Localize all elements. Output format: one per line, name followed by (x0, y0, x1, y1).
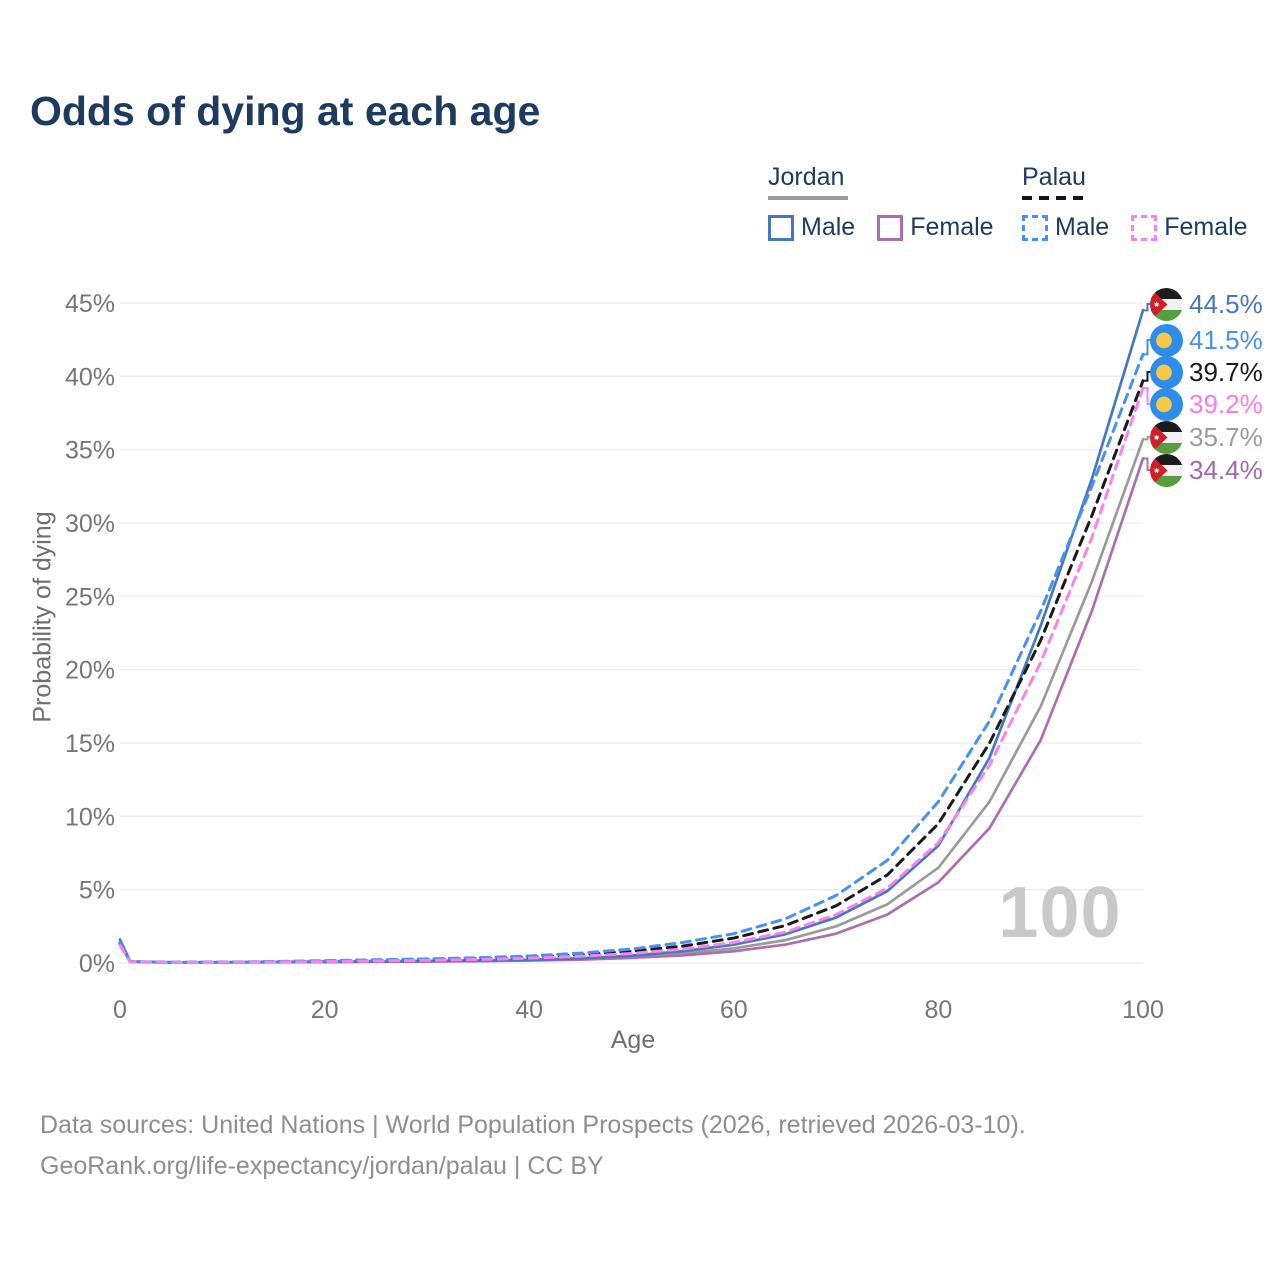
y-tick-label: 20% (65, 657, 115, 685)
y-tick-label: 15% (65, 730, 115, 758)
x-axis-title: Age (610, 1026, 656, 1054)
end-label-row: 34.4% (1150, 453, 1263, 487)
legend-label-jordan-male[interactable]: Male (801, 213, 856, 241)
palau-flag-icon (1150, 355, 1183, 389)
end-value: 41.5% (1189, 324, 1263, 355)
x-tick-label: 60 (720, 996, 748, 1024)
jordan-flag-icon (1150, 453, 1183, 487)
end-label-row: 39.7% (1150, 355, 1263, 389)
legend-label-palau-female[interactable]: Female (1164, 213, 1248, 241)
series-line-jordan-both (118, 438, 1145, 964)
end-label-row: 44.5% (1150, 287, 1263, 321)
data-source-line: Data sources: United Nations | World Pop… (40, 1111, 1026, 1139)
leader-line (1143, 339, 1152, 356)
legend-country-palau[interactable]: Palau (1022, 163, 1086, 191)
legend-label-jordan-female[interactable]: Female (910, 213, 994, 241)
y-tick-label: 25% (65, 583, 115, 611)
series-line-palau-male (118, 352, 1145, 964)
legend-group-jordan: Jordan Male Female (768, 163, 1016, 242)
source-attribution: Data sources: United Nations | World Pop… (40, 1105, 1026, 1187)
palau-flag-icon (1150, 387, 1183, 421)
y-tick-label: 30% (65, 510, 115, 538)
page-title: Odds of dying at each age (30, 88, 541, 134)
jordan-flag-icon (1150, 287, 1183, 321)
y-tick-label: 35% (65, 437, 115, 465)
legend-swatch-jordan-female[interactable] (877, 214, 904, 241)
legend-label-palau-male[interactable]: Male (1055, 213, 1110, 241)
y-tick-label: 40% (65, 363, 115, 391)
legend-underline-palau (1022, 196, 1084, 200)
end-label-row: 41.5% (1150, 323, 1263, 357)
leader-line (1143, 457, 1152, 471)
age-watermark: 100 (998, 873, 1122, 953)
y-tick-label: 0% (79, 950, 115, 978)
y-tick-label: 45% (65, 290, 115, 318)
end-value: 39.2% (1189, 388, 1263, 419)
end-label-row: 39.2% (1150, 387, 1263, 421)
end-value: 34.4% (1189, 454, 1263, 485)
legend-underline-jordan (768, 196, 848, 200)
palau-flag-icon (1150, 355, 1183, 389)
legend-swatch-palau-female[interactable] (1131, 214, 1158, 241)
x-tick-label: 80 (924, 996, 952, 1024)
series-line-palau-female (118, 386, 1145, 965)
x-tick-label: 100 (1122, 996, 1164, 1024)
leader-line (1143, 436, 1152, 441)
x-tick-label: 40 (515, 996, 543, 1024)
series-line-jordan-male (118, 308, 1145, 964)
palau-flag-icon (1150, 323, 1183, 357)
y-tick-label: 5% (79, 877, 115, 905)
y-tick-label: 10% (65, 803, 115, 831)
legend-swatch-palau-male[interactable] (1022, 214, 1048, 241)
end-value: 39.7% (1189, 356, 1263, 387)
jordan-flag-icon (1150, 453, 1183, 487)
end-value: 44.5% (1189, 288, 1263, 319)
jordan-flag-icon (1150, 420, 1183, 454)
url-license-line: GeoRank.org/life-expectancy/jordan/palau… (40, 1152, 604, 1180)
series-line-jordan-female (118, 457, 1145, 964)
series-line-palau-both (118, 379, 1145, 964)
legend-group-palau: Palau Male Female (1022, 163, 1270, 242)
palau-flag-icon (1150, 387, 1183, 421)
x-tick-label: 20 (311, 996, 339, 1024)
leader-line (1143, 303, 1152, 312)
y-axis-title: Probability of dying (28, 511, 57, 723)
leader-line (1143, 371, 1152, 382)
palau-flag-icon (1150, 323, 1183, 357)
legend-swatch-jordan-male[interactable] (768, 214, 794, 241)
end-label-row: 35.7% (1150, 420, 1263, 454)
legend-country-jordan[interactable]: Jordan (768, 163, 845, 191)
leader-line (1143, 387, 1152, 405)
x-tick-label: 0 (113, 996, 127, 1024)
jordan-flag-icon (1150, 287, 1183, 321)
jordan-flag-icon (1150, 420, 1183, 454)
end-value: 35.7% (1189, 421, 1263, 452)
